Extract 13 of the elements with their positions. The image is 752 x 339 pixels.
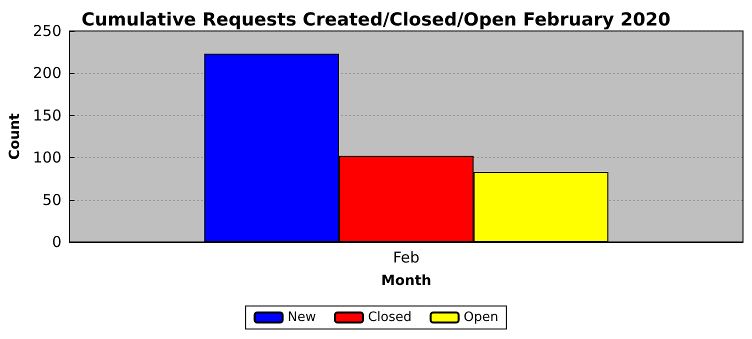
y-tick-label: 250 (32, 22, 62, 40)
legend-label: Closed (368, 310, 412, 325)
y-axis-title: Count (7, 112, 23, 160)
legend-label: New (288, 310, 316, 325)
y-tick-label: 0 (52, 233, 62, 251)
chart-title: Cumulative Requests Created/Closed/Open February 2020 (82, 10, 670, 30)
x-axis-title: Month (381, 273, 432, 289)
y-tick-label: 100 (32, 148, 62, 167)
y-tick-label: 50 (42, 190, 62, 209)
y-tick-label: 150 (32, 106, 62, 124)
x-tick-label: Feb (392, 248, 420, 266)
legend-label: Open (464, 310, 498, 325)
y-tick-label: 200 (32, 64, 62, 82)
